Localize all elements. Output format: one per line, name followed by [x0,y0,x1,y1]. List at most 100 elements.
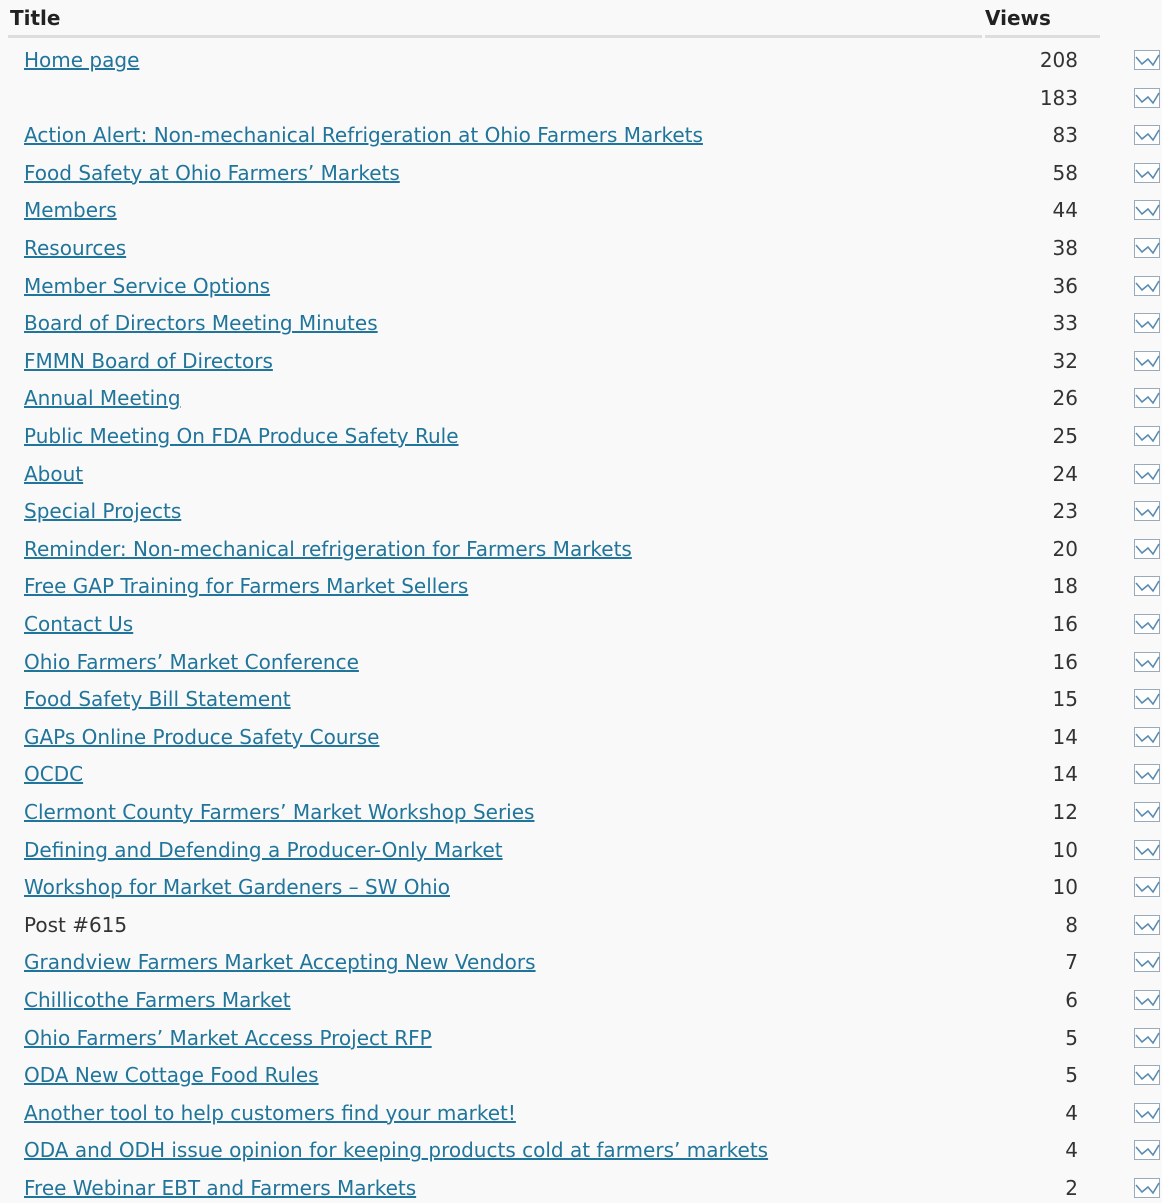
page-link[interactable]: ODA New Cottage Food Rules [24,1063,319,1088]
views-count: 24 [1052,461,1078,486]
page-link[interactable]: Special Projects [24,499,182,524]
stats-icon[interactable] [1133,989,1161,1011]
chart-icon [1134,952,1160,973]
page-link[interactable]: Food Safety at Ohio Farmers’ Markets [24,160,400,185]
page-link[interactable]: About [24,461,84,486]
page-link[interactable]: Clermont County Farmers’ Market Workshop… [24,800,535,824]
stats-icon[interactable] [1133,350,1161,372]
chart-icon [1134,275,1160,296]
chart-icon [1134,764,1160,785]
page-link[interactable]: Food Safety Bill Statement [24,687,291,712]
stats-icon[interactable] [1133,839,1161,861]
page-link[interactable]: Resources [24,236,127,260]
page-link[interactable]: Another tool to help customers find your… [24,1100,516,1125]
page-link[interactable]: Board of Directors Meeting Minutes [24,311,378,336]
stats-icon[interactable] [1133,651,1161,673]
header-rule [8,35,982,38]
stats-icon[interactable] [1133,914,1161,936]
page-link[interactable]: Defining and Defending a Producer-Only M… [24,837,503,862]
page-link[interactable]: Public Meeting On FDA Produce Safety Rul… [24,424,459,448]
stats-icon[interactable] [1133,763,1161,785]
stats-icon[interactable] [1133,1027,1161,1049]
page-link[interactable]: Workshop for Market Gardeners – SW Ohio [24,875,450,900]
stats-icon[interactable] [1133,726,1161,748]
chart-icon [1134,87,1160,108]
stats-icon[interactable] [1133,275,1161,297]
views-count: 38 [1052,236,1078,260]
views-count: 33 [1052,311,1078,336]
page-link[interactable]: Member Service Options [24,273,271,298]
stats-icon[interactable] [1133,500,1161,522]
page-link[interactable]: Contact Us [24,612,134,636]
stats-icon[interactable] [1133,575,1161,597]
views-count: 16 [1052,649,1078,674]
page-link[interactable]: Chillicothe Farmers Market [24,988,291,1012]
views-count: 83 [1052,123,1078,148]
views-count: 12 [1052,800,1078,824]
page-link[interactable]: Ohio Farmers’ Market Access Project RFP [24,1025,432,1050]
stats-icon[interactable] [1133,876,1161,898]
stats-icon[interactable] [1133,688,1161,710]
chart-icon [1134,802,1160,822]
page-link[interactable]: ODA and ODH issue opinion for keeping pr… [24,1138,769,1163]
page-link[interactable]: Reminder: Non-mechanical refrigeration f… [24,536,632,561]
page-link[interactable]: Free Webinar EBT and Farmers Markets [24,1176,417,1200]
views-count: 4 [1065,1138,1078,1163]
views-count: 208 [1039,48,1078,72]
views-count: 16 [1052,612,1078,636]
page-link[interactable]: Annual Meeting [24,386,181,411]
stats-icon[interactable] [1133,49,1161,71]
stats-icon[interactable] [1133,538,1161,560]
views-count: 44 [1052,198,1078,223]
stats-icon[interactable] [1133,1102,1161,1124]
page-link[interactable]: Grandview Farmers Market Accepting New V… [24,950,536,975]
chart-icon [1134,238,1160,258]
stats-icon[interactable] [1133,387,1161,409]
chart-icon [1134,689,1160,710]
chart-icon [1134,1065,1160,1086]
page-link[interactable]: FMMN Board of Directors [24,348,273,373]
chart-icon [1134,990,1160,1010]
stats-icon[interactable] [1133,1139,1161,1161]
stats-icon[interactable] [1133,1064,1161,1086]
views-count: 183 [1039,85,1078,110]
chart-icon [1134,839,1160,860]
views-count: 26 [1052,386,1078,411]
stats-icon[interactable] [1133,613,1161,635]
page-link[interactable]: Ohio Farmers’ Market Conference [24,649,359,674]
chart-icon [1134,50,1160,70]
views-count: 6 [1065,988,1078,1012]
stats-icon[interactable] [1133,87,1161,109]
views-count: 36 [1052,273,1078,298]
stats-icon[interactable] [1133,237,1161,259]
page-link[interactable]: GAPs Online Produce Safety Course [24,724,380,749]
stats-icon[interactable] [1133,801,1161,823]
stats-icon[interactable] [1133,951,1161,973]
chart-icon [1134,1178,1160,1198]
page-link[interactable]: Members [24,198,117,223]
title-header: Title [10,6,61,30]
stats-icon[interactable] [1133,124,1161,146]
stats-icon[interactable] [1133,1177,1161,1199]
chart-icon [1134,388,1160,409]
stats-icon[interactable] [1133,425,1161,447]
chart-icon [1134,125,1160,146]
views-count: 58 [1052,160,1078,185]
stats-icon[interactable] [1133,162,1161,184]
page-link[interactable]: Free GAP Training for Farmers Market Sel… [24,574,469,599]
stats-icon[interactable] [1133,199,1161,221]
page-link[interactable]: Home page [24,48,140,72]
views-count: 32 [1052,348,1078,373]
chart-icon [1134,1027,1160,1048]
views-count: 10 [1052,875,1078,900]
chart-icon [1134,1102,1160,1123]
views-count: 14 [1052,724,1078,749]
stats-icon[interactable] [1133,312,1161,334]
page-link[interactable]: Action Alert: Non-mechanical Refrigerati… [24,123,703,148]
chart-icon [1134,651,1160,672]
stats-icon[interactable] [1133,463,1161,485]
chart-icon [1134,501,1160,522]
views-count: 2 [1065,1176,1078,1200]
page-link[interactable]: OCDC [24,762,84,787]
